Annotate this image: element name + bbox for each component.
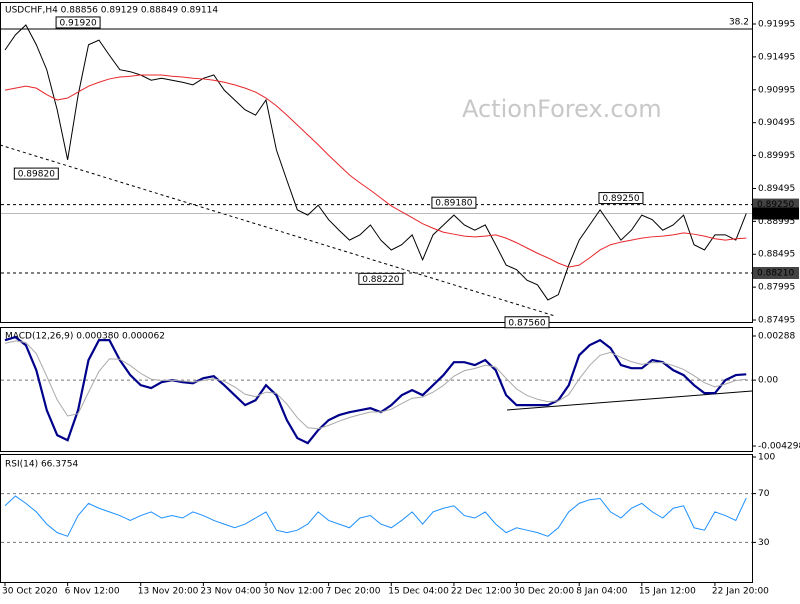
level-value: 0.89114: [757, 209, 794, 219]
annotation-label: 0.91920: [59, 18, 96, 28]
y-tick-label: 0.00288: [758, 332, 795, 342]
y-tick-label: 100: [758, 453, 775, 463]
annotation-box: [431, 196, 477, 209]
level-label: 38.2: [729, 17, 749, 27]
annotation-label: 0.89180: [435, 199, 472, 209]
trend-line: [0, 144, 556, 317]
y-tick-label: 0.89995: [758, 151, 795, 161]
y-tick-label: 0.88995: [758, 217, 795, 227]
macd-title: MACD(12,26,9) 0.000380 0.000062: [5, 332, 165, 342]
x-tick-label: 30 Nov 12:00: [263, 587, 324, 597]
x-tick-label: 30 Oct 2020: [2, 587, 58, 597]
y-tick-label: 0.91495: [758, 52, 795, 62]
annotation-box: [55, 16, 101, 29]
x-tick-label: 30 Dec 20:00: [514, 587, 575, 597]
annotation-label: 0.89250: [602, 194, 639, 204]
level-value: 0.89250: [757, 200, 794, 210]
watermark: ActionForex.com: [462, 95, 662, 123]
x-tick-label: 8 Jan 04:00: [576, 587, 628, 597]
y-tick-label: 30: [758, 538, 770, 548]
y-tick-label: 0.87495: [758, 316, 795, 326]
annotation-label: 0.89820: [18, 170, 55, 180]
annotation-box: [358, 272, 404, 285]
rsi-title: RSI(14) 66.3754: [5, 460, 78, 470]
level-box: [753, 207, 799, 220]
level-value: 0.88210: [757, 268, 794, 278]
x-tick-label: 22 Dec 12:00: [451, 587, 512, 597]
level-box: [753, 266, 799, 279]
x-tick-label: 23 Nov 04:00: [200, 587, 261, 597]
y-tick-label: 0.88495: [758, 250, 795, 260]
series-line: [4, 74, 747, 268]
price-title: USDCHF,H4 0.88856 0.89129 0.88849 0.8911…: [5, 6, 218, 16]
x-tick-label: 22 Jan 20:00: [712, 587, 769, 597]
annotation-label: 0.88220: [362, 275, 399, 285]
x-tick-label: 15 Dec 04:00: [388, 587, 449, 597]
y-tick-label: 0.00: [758, 376, 778, 386]
series-line: [4, 24, 747, 301]
y-tick-label: -0.004298: [758, 442, 800, 452]
series-line: [4, 340, 747, 430]
y-tick-label: 70: [758, 489, 770, 499]
price-panel: [0, 2, 753, 323]
rsi-panel: [0, 454, 753, 583]
annotation-box: [504, 316, 550, 329]
y-tick-label: 0.90495: [758, 118, 795, 128]
y-tick-label: 0.87995: [758, 283, 795, 293]
annotation-box: [598, 192, 644, 205]
annotation-label: 0.87560: [508, 318, 545, 328]
x-tick-label: 13 Nov 20:00: [138, 587, 199, 597]
y-tick-label: 0.89495: [758, 184, 795, 194]
series-line: [4, 335, 747, 445]
annotation-box: [13, 167, 59, 180]
y-tick-label: 0.91995: [758, 20, 795, 30]
x-tick-label: 15 Jan 12:00: [639, 587, 696, 597]
y-tick-label: 0.90995: [758, 85, 795, 95]
macd-panel: [0, 327, 753, 452]
x-tick-label: 6 Nov 12:00: [65, 587, 120, 597]
series-line: [4, 495, 747, 537]
x-tick-label: 7 Dec 20:00: [326, 587, 381, 597]
